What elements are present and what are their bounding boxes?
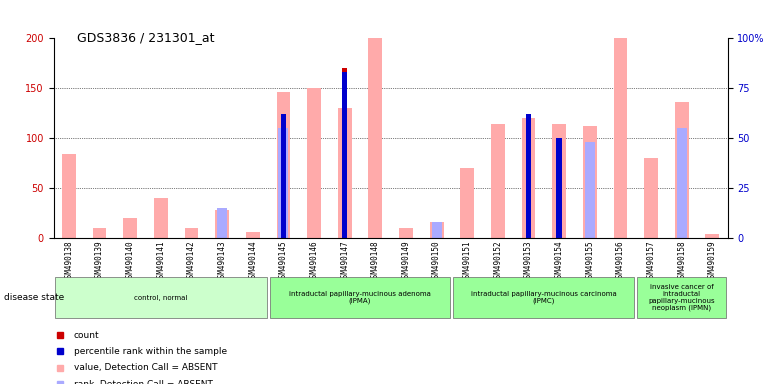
- Bar: [185, 228, 198, 238]
- Text: GSM490148: GSM490148: [371, 240, 380, 281]
- Bar: [614, 38, 627, 238]
- Text: GSM490150: GSM490150: [432, 240, 441, 281]
- Text: GSM490159: GSM490159: [708, 240, 717, 281]
- Bar: [368, 0, 382, 238]
- Bar: [279, 128, 288, 238]
- Bar: [307, 88, 321, 238]
- Bar: [552, 124, 566, 238]
- Text: GSM490142: GSM490142: [187, 240, 196, 281]
- Text: intraductal papillary-mucinous adenoma
(IPMA): intraductal papillary-mucinous adenoma (…: [289, 291, 431, 305]
- Bar: [215, 210, 229, 238]
- Bar: [705, 234, 719, 238]
- Bar: [460, 168, 474, 238]
- FancyBboxPatch shape: [637, 277, 726, 318]
- Text: GSM490151: GSM490151: [463, 240, 472, 281]
- Bar: [62, 154, 76, 238]
- Text: value, Detection Call = ABSENT: value, Detection Call = ABSENT: [74, 363, 218, 372]
- Bar: [583, 126, 597, 238]
- Bar: [280, 114, 286, 238]
- Bar: [93, 228, 106, 238]
- Bar: [644, 158, 658, 238]
- Bar: [430, 222, 444, 238]
- Text: GSM490149: GSM490149: [401, 240, 411, 281]
- Bar: [585, 142, 594, 238]
- Bar: [525, 114, 532, 238]
- Text: invasive cancer of
intraductal
papillary-mucinous
neoplasm (IPMN): invasive cancer of intraductal papillary…: [649, 284, 715, 311]
- Bar: [342, 68, 348, 238]
- FancyBboxPatch shape: [55, 277, 267, 318]
- Bar: [432, 222, 441, 238]
- Bar: [675, 102, 689, 238]
- Text: count: count: [74, 331, 100, 339]
- Text: percentile rank within the sample: percentile rank within the sample: [74, 347, 227, 356]
- Text: GSM490140: GSM490140: [126, 240, 135, 281]
- Text: GSM490152: GSM490152: [493, 240, 502, 281]
- Text: GSM490144: GSM490144: [248, 240, 257, 281]
- Text: rank, Detection Call = ABSENT: rank, Detection Call = ABSENT: [74, 379, 213, 384]
- Bar: [342, 72, 348, 238]
- Text: GSM490146: GSM490146: [309, 240, 319, 281]
- Text: GSM490138: GSM490138: [64, 240, 74, 281]
- Bar: [280, 138, 286, 238]
- Text: GSM490143: GSM490143: [218, 240, 227, 281]
- Text: GSM490155: GSM490155: [585, 240, 594, 281]
- Text: GSM490154: GSM490154: [555, 240, 564, 281]
- Bar: [246, 232, 260, 238]
- Bar: [154, 198, 168, 238]
- Bar: [218, 208, 227, 238]
- Text: GDS3836 / 231301_at: GDS3836 / 231301_at: [77, 31, 214, 44]
- Text: GSM490141: GSM490141: [156, 240, 165, 281]
- FancyBboxPatch shape: [270, 277, 450, 318]
- Text: intraductal papillary-mucinous carcinoma
(IPMC): intraductal papillary-mucinous carcinoma…: [471, 291, 617, 305]
- Bar: [522, 118, 535, 238]
- Bar: [677, 128, 686, 238]
- Text: GSM490139: GSM490139: [95, 240, 104, 281]
- Text: GSM490158: GSM490158: [677, 240, 686, 281]
- Bar: [338, 108, 352, 238]
- Text: GSM490156: GSM490156: [616, 240, 625, 281]
- Bar: [491, 124, 505, 238]
- Bar: [556, 166, 562, 238]
- Bar: [277, 92, 290, 238]
- FancyBboxPatch shape: [453, 277, 634, 318]
- Text: GSM490157: GSM490157: [647, 240, 656, 281]
- Bar: [123, 218, 137, 238]
- Text: GSM490145: GSM490145: [279, 240, 288, 281]
- Bar: [556, 138, 562, 238]
- Text: control, normal: control, normal: [134, 295, 188, 301]
- Bar: [399, 228, 413, 238]
- Text: GSM490153: GSM490153: [524, 240, 533, 281]
- Text: GSM490147: GSM490147: [340, 240, 349, 281]
- Text: disease state: disease state: [4, 293, 64, 302]
